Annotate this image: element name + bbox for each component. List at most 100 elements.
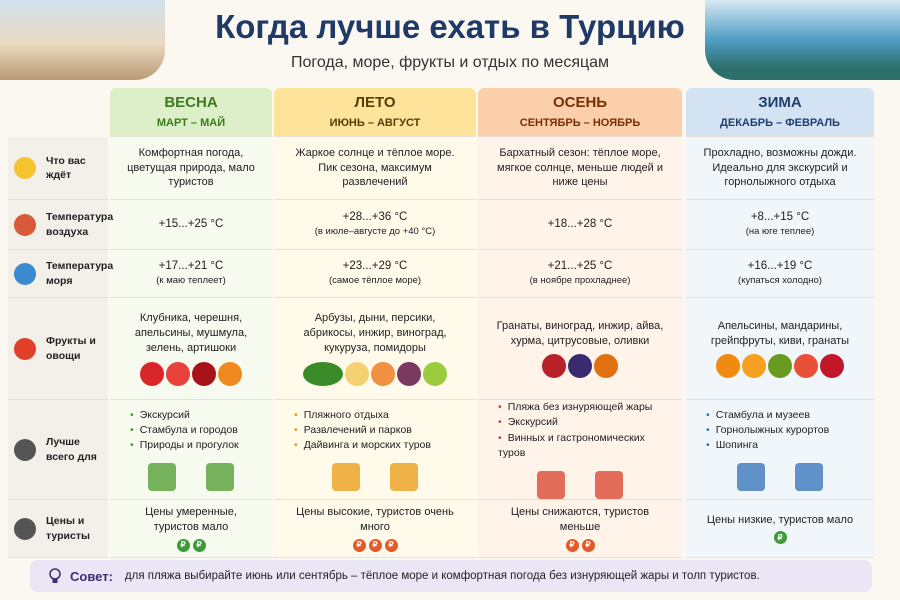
list: Пляжного отдыхаРазвлечений и парковДайви… xyxy=(294,408,431,454)
cell-text: +17...+21 °C xyxy=(158,260,224,273)
cell-text: Цены умеренные, туристов мало xyxy=(145,506,237,533)
table-cell: +16...+19 °C (купаться холодно) xyxy=(686,250,874,298)
coins: ₽ ₽ ₽ xyxy=(352,538,398,552)
list-item: Пляжного отдыха xyxy=(294,408,431,423)
row-label: Фрукты и овощи xyxy=(8,298,108,400)
activity-icon xyxy=(332,463,360,492)
cell-text: Гранаты, виноград, инжир, айва, хурма, ц… xyxy=(496,319,664,347)
list: Стамбула и музеевГорнолыжных курортовШоп… xyxy=(706,408,830,454)
title: Когда лучше ехать в Турцию xyxy=(215,8,685,45)
row-label: Лучше всего для xyxy=(8,400,108,500)
row-icon xyxy=(14,438,36,461)
cell-text: Комфортная погода, цветущая природа, мал… xyxy=(127,146,255,189)
season-months: МАРТ – МАЙ xyxy=(156,117,226,130)
cell-text: Цены низкие, туристов мало xyxy=(706,513,854,526)
table-cell: Стамбула и музеевГорнолыжных курортовШоп… xyxy=(686,400,874,500)
fruit xyxy=(794,354,818,379)
cell-text: +23...+29 °C xyxy=(342,260,408,273)
fruit-picture xyxy=(716,354,844,379)
fruit xyxy=(820,354,844,379)
cell-text: Клубника, черешня, апельсины, мушмула, з… xyxy=(134,312,248,354)
cell-text: +28...+36 °C xyxy=(342,211,408,224)
season-months: СЕНТЯБРЬ – НОЯБРЬ xyxy=(519,117,641,130)
season-column xyxy=(478,137,682,558)
list-item: Стамбула и музеев xyxy=(706,408,829,423)
fruit xyxy=(303,361,343,386)
fruit xyxy=(568,354,592,379)
table-cell: +21...+25 °C (в ноябре прохладнее) xyxy=(478,250,682,298)
activity-icon xyxy=(148,463,176,492)
activity-icon xyxy=(795,463,823,492)
table-cell: Апельсины, мандарины, грейпфруты, киви, … xyxy=(686,298,874,400)
season-months: ИЮНЬ – АВГУСТ xyxy=(329,117,421,130)
list-item: Экскурсий xyxy=(130,408,239,423)
season-header: ЗИМА ДЕКАБРЬ – ФЕВРАЛЬ xyxy=(686,88,874,137)
activity-icons xyxy=(537,470,623,499)
list-item: Пляжа без изнуряющей жары xyxy=(498,400,668,415)
tip-text: для пляжа выбирайте июнь или сентябрь – … xyxy=(124,570,760,582)
tip: Совет: для пляжа выбирайте июнь или сент… xyxy=(30,560,872,592)
row-label: Температура воздуха xyxy=(8,200,113,250)
list: ЭкскурсийСтамбула и городовПрироды и про… xyxy=(130,408,239,454)
table-cell: Пляжного отдыхаРазвлечений и парковДайви… xyxy=(274,400,476,500)
fruit xyxy=(397,361,421,386)
table-cell: Цены умеренные, туристов мало ₽ ₽ xyxy=(110,500,272,558)
table-cell: +17...+21 °C (к маю теплеет) xyxy=(110,250,272,298)
photo-cappadocia xyxy=(0,0,165,80)
table-cell: +28...+36 °C (в июле–августе до +40 °C) xyxy=(274,200,476,250)
table-cell: Цены высокие, туристов очень много ₽ ₽ ₽ xyxy=(274,500,476,558)
list-item: Развлечений и парков xyxy=(294,423,431,438)
season-name: ЗИМА xyxy=(758,93,802,111)
list-item: Дайвинга и морских туров xyxy=(294,438,431,453)
row-icon xyxy=(14,517,36,540)
row-icon xyxy=(14,157,36,179)
table-cell: Гранаты, виноград, инжир, айва, хурма, ц… xyxy=(478,298,682,400)
cell-text: +21...+25 °C xyxy=(547,260,613,273)
season-name: ЛЕТО xyxy=(354,93,396,111)
row-icon xyxy=(14,213,36,236)
fruit xyxy=(371,361,395,386)
list: Пляжа без изнуряющей жарыЭкскурсийВинных… xyxy=(498,400,668,461)
season-column xyxy=(110,137,272,558)
fruit-picture xyxy=(303,361,447,386)
row-label-text: Лучше всего для xyxy=(46,436,97,463)
season-column xyxy=(686,137,874,558)
row-label: Температура моря xyxy=(8,250,114,298)
row-label: Цены и туристы xyxy=(8,500,108,558)
fruit xyxy=(218,361,242,386)
cell-note: (самое тёплое море) xyxy=(328,274,422,286)
fruit-picture xyxy=(140,361,242,386)
season-months: ДЕКАБРЬ – ФЕВРАЛЬ xyxy=(720,117,840,130)
list-item: Винных и гастрономических туров xyxy=(498,431,668,461)
cell-text: +8...+15 °C xyxy=(750,211,810,224)
fruit-picture xyxy=(542,354,618,379)
cell-text: +18...+28 °C xyxy=(547,217,613,230)
cell-note: (в июле–августе до +40 °C) xyxy=(314,225,436,237)
cell-text: Арбузы, дыни, персики, абрикосы, инжир, … xyxy=(303,312,447,354)
cell-text: Прохладно, возможны дожди. Идеально для … xyxy=(703,146,857,189)
row-label-text: Температура моря xyxy=(46,260,114,287)
coin: ₽ xyxy=(384,538,398,552)
table-cell: +15...+25 °C xyxy=(110,200,272,250)
fruit xyxy=(192,361,216,386)
table-cell: +18...+28 °C xyxy=(478,200,682,250)
activity-icon xyxy=(206,463,234,492)
activity-icons xyxy=(148,463,234,492)
cell-note: (к маю теплеет) xyxy=(156,274,226,286)
list-item: Экскурсий xyxy=(498,415,668,430)
cell-text: +16...+19 °C xyxy=(747,260,813,273)
table-cell: Прохладно, возможны дожди. Идеально для … xyxy=(686,137,874,200)
season-name: ВЕСНА xyxy=(164,93,218,111)
coins: ₽ ₽ xyxy=(176,538,206,552)
coin: ₽ xyxy=(581,538,595,552)
cell-note: (купаться холодно) xyxy=(738,274,822,286)
cell-text: Бархатный сезон: тёплое море, мягкое сол… xyxy=(497,146,663,189)
fruit xyxy=(768,354,792,379)
table-cell: +8...+15 °C (на юге теплее) xyxy=(686,200,874,250)
coins: ₽ ₽ xyxy=(565,538,595,552)
fruit xyxy=(423,361,447,386)
table-cell: Арбузы, дыни, персики, абрикосы, инжир, … xyxy=(274,298,476,400)
cell-text: Цены высокие, туристов очень много xyxy=(296,506,454,533)
season-header: ВЕСНА МАРТ – МАЙ xyxy=(110,88,272,137)
